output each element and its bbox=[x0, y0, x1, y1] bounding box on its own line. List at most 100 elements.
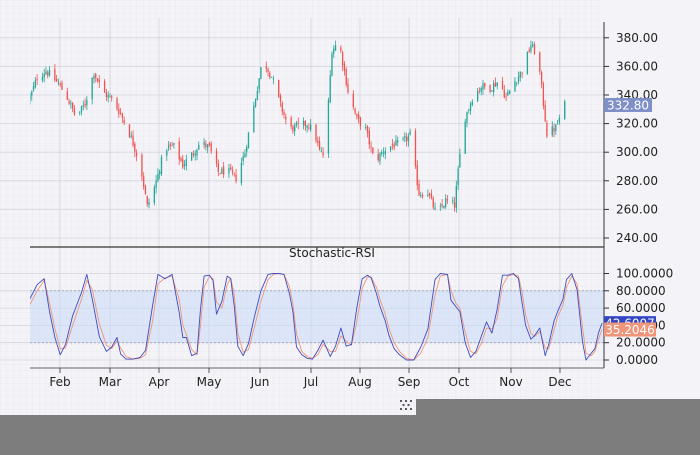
candle-body[interactable] bbox=[434, 207, 436, 209]
candle-body[interactable] bbox=[84, 103, 86, 106]
candle-body[interactable] bbox=[496, 82, 498, 86]
candle-body[interactable] bbox=[61, 82, 63, 90]
candle-body[interactable] bbox=[228, 168, 230, 174]
candle-body[interactable] bbox=[377, 154, 379, 161]
candle-body[interactable] bbox=[551, 126, 553, 136]
candle-body[interactable] bbox=[393, 144, 395, 148]
candle-body[interactable] bbox=[210, 143, 212, 152]
candle-body[interactable] bbox=[526, 51, 529, 75]
candle-body[interactable] bbox=[297, 122, 299, 124]
candle-body[interactable] bbox=[476, 90, 479, 102]
candle-body[interactable] bbox=[430, 194, 433, 198]
candle-body[interactable] bbox=[517, 76, 520, 82]
candle-body[interactable] bbox=[539, 52, 541, 72]
candle-body[interactable] bbox=[347, 83, 349, 93]
candle-body[interactable] bbox=[221, 168, 223, 174]
candle-body[interactable] bbox=[381, 152, 383, 154]
candle-body[interactable] bbox=[45, 71, 47, 75]
candle-body[interactable] bbox=[279, 95, 282, 102]
candle-body[interactable] bbox=[556, 123, 559, 125]
candle-body[interactable] bbox=[205, 143, 207, 148]
candle-body[interactable] bbox=[254, 98, 257, 107]
candle-body[interactable] bbox=[558, 117, 561, 123]
candle-body[interactable] bbox=[409, 131, 411, 135]
candle-body[interactable] bbox=[153, 187, 156, 203]
candle-body[interactable] bbox=[194, 153, 196, 156]
candle-body[interactable] bbox=[86, 99, 88, 106]
candle-body[interactable] bbox=[308, 127, 310, 129]
candle-body[interactable] bbox=[96, 78, 99, 81]
candle-body[interactable] bbox=[192, 153, 195, 155]
candle-body[interactable] bbox=[514, 81, 516, 92]
candle-body[interactable] bbox=[295, 123, 298, 126]
last-price-badge[interactable] bbox=[604, 98, 652, 113]
candle-body[interactable] bbox=[43, 74, 45, 78]
candle-body[interactable] bbox=[501, 80, 504, 90]
candle-body[interactable] bbox=[265, 66, 267, 69]
stoch-rsi-line[interactable] bbox=[30, 273, 603, 361]
candle-body[interactable] bbox=[206, 144, 209, 148]
candle-body[interactable] bbox=[439, 206, 442, 207]
candle-body[interactable] bbox=[36, 79, 38, 81]
candle-body[interactable] bbox=[441, 204, 443, 207]
candle-body[interactable] bbox=[231, 170, 234, 173]
candle-body[interactable] bbox=[508, 90, 511, 94]
candle-body[interactable] bbox=[235, 174, 237, 182]
candle-body[interactable] bbox=[32, 86, 35, 90]
candle-body[interactable] bbox=[73, 108, 76, 115]
candle-body[interactable] bbox=[240, 162, 243, 184]
candle-body[interactable] bbox=[107, 94, 109, 98]
candle-body[interactable] bbox=[155, 180, 157, 189]
candle-body[interactable] bbox=[116, 98, 118, 110]
candle-body[interactable] bbox=[352, 93, 354, 108]
candle-body[interactable] bbox=[253, 105, 255, 133]
candle-body[interactable] bbox=[491, 90, 493, 92]
candle-body[interactable] bbox=[416, 165, 418, 186]
candle-body[interactable] bbox=[144, 186, 147, 195]
candle-body[interactable] bbox=[48, 70, 51, 76]
candle-body[interactable] bbox=[29, 96, 31, 99]
candle-body[interactable] bbox=[167, 145, 170, 149]
candle-body[interactable] bbox=[130, 135, 132, 137]
candle-body[interactable] bbox=[341, 52, 344, 66]
candle-body[interactable] bbox=[453, 202, 456, 208]
candle-body[interactable] bbox=[135, 152, 138, 156]
candle-body[interactable] bbox=[66, 91, 68, 100]
candle-body[interactable] bbox=[359, 117, 362, 127]
candle-body[interactable] bbox=[196, 150, 198, 156]
candle-body[interactable] bbox=[182, 159, 184, 168]
candle-body[interactable] bbox=[98, 79, 100, 83]
time-scale-area[interactable] bbox=[416, 399, 700, 415]
candle-body[interactable] bbox=[542, 83, 545, 106]
candle-body[interactable] bbox=[215, 150, 218, 164]
candle-body[interactable] bbox=[143, 176, 145, 187]
candle-body[interactable] bbox=[405, 136, 408, 142]
candle-body[interactable] bbox=[505, 96, 507, 98]
candle-body[interactable] bbox=[95, 74, 97, 78]
candle-body[interactable] bbox=[141, 154, 143, 177]
price-panel[interactable] bbox=[29, 40, 566, 213]
candle-body[interactable] bbox=[80, 105, 83, 112]
candle-body[interactable] bbox=[320, 150, 322, 152]
candle-body[interactable] bbox=[290, 117, 292, 127]
candle-body[interactable] bbox=[489, 84, 491, 92]
candle-body[interactable] bbox=[178, 141, 180, 160]
candle-body[interactable] bbox=[128, 124, 131, 138]
candle-body[interactable] bbox=[368, 130, 370, 145]
candle-body[interactable] bbox=[244, 153, 246, 158]
candle-body[interactable] bbox=[528, 49, 530, 52]
candle-body[interactable] bbox=[272, 78, 275, 80]
candle-body[interactable] bbox=[157, 173, 159, 181]
candle-body[interactable] bbox=[318, 140, 321, 150]
candle-body[interactable] bbox=[219, 172, 221, 174]
candle-body[interactable] bbox=[109, 96, 111, 98]
candle-body[interactable] bbox=[79, 112, 81, 114]
scroll-strip[interactable] bbox=[0, 415, 700, 451]
candle-body[interactable] bbox=[91, 77, 93, 100]
candle-body[interactable] bbox=[464, 121, 466, 154]
candle-body[interactable] bbox=[31, 91, 33, 96]
candle-body[interactable] bbox=[340, 47, 342, 51]
candle-body[interactable] bbox=[356, 114, 358, 117]
candle-body[interactable] bbox=[190, 152, 193, 161]
candle-body[interactable] bbox=[366, 126, 369, 133]
